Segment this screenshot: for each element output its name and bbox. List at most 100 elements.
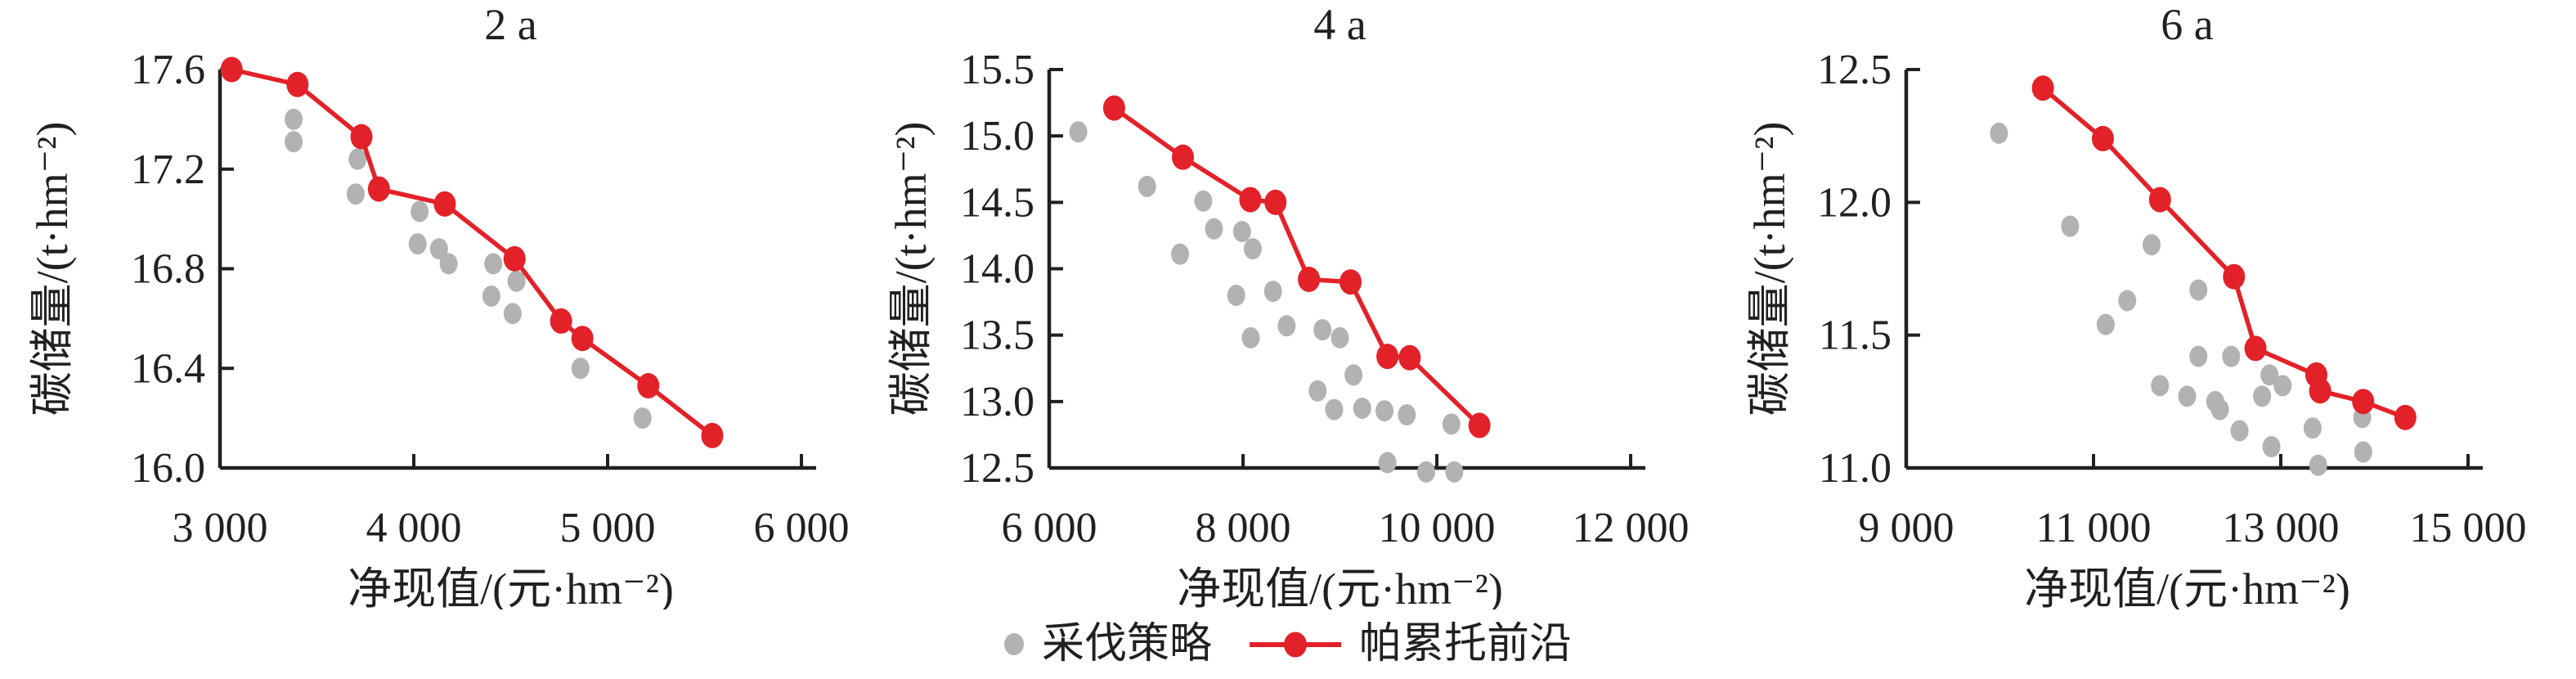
x-tick-label: 12 000 [1573,505,1690,551]
strategy-point [2189,279,2208,301]
strategy-point [1325,398,1344,420]
x-tick-label: 6 000 [754,505,850,551]
y-tick-label: 12.5 [1817,47,1892,93]
pareto-point [1102,95,1125,121]
pareto-point [1172,144,1195,170]
x-axis-label: 净现值/(元·hm⁻²) [2024,564,2350,609]
y-axis-label: 碳储量/(t·hm⁻²) [1745,122,1794,416]
x-tick-label: 13 000 [2223,505,2340,551]
strategy-point [1263,281,1282,303]
pareto-point [637,373,660,399]
strategy-point [1170,243,1189,265]
strategy-point [285,108,303,130]
strategy-point [348,148,367,170]
strategy-point [1241,326,1260,348]
y-tick-label: 11.0 [1819,445,1892,492]
strategy-point [1194,190,1213,212]
y-tick-label: 12.5 [960,445,1034,492]
strategy-point [503,303,522,325]
strategy-dot-icon [1003,633,1024,655]
strategy-point [439,253,458,275]
x-axis-label: 净现值/(元·hm⁻²) [1177,564,1503,609]
pareto-point [367,176,390,202]
strategy-point [1331,326,1349,348]
strategy-point [1205,218,1223,240]
pareto-point [1376,344,1399,370]
pareto-point [2148,187,2171,213]
x-tick-label: 11 000 [2035,505,2151,551]
chart-title: 2 a [484,0,537,49]
legend-item-pareto: 帕累托前沿 [1250,623,1572,666]
pareto-point [350,124,373,150]
strategy-point [1344,364,1363,386]
strategy-point [1313,319,1332,341]
y-axis-label: 碳储量/(t·hm⁻²) [886,122,936,416]
y-axis-label: 碳储量/(t·hm⁻²) [28,122,77,416]
pareto-legend-dot [1284,632,1307,657]
strategy-point [507,270,526,292]
y-tick-label: 14.0 [960,246,1034,293]
chart-title: 6 a [2161,0,2214,49]
chart-title: 4 a [1313,0,1367,49]
chart-panel-4a: 4 a 6 000 8 000 10 000 12 000 12.5 13.0 13.5 14.… [859,0,1717,609]
y-tick-label: 17.2 [131,146,205,193]
pareto-point [2352,389,2375,415]
y-tick-label: 11.5 [1819,313,1892,359]
y-tick-label: 16.8 [131,246,205,293]
pareto-point [220,56,243,83]
strategy-point [1232,221,1251,243]
strategy-point [1227,284,1245,306]
pareto-point [1468,412,1491,438]
strategy-point [1442,413,1461,435]
strategy-point [482,285,500,307]
y-tick-label: 15.5 [960,47,1034,93]
strategy-point [484,253,503,275]
strategy-point [1308,380,1327,402]
strategy-point [571,357,590,380]
strategy-point [2309,454,2327,476]
strategy-point [2222,345,2241,367]
pareto-point [2091,125,2114,151]
strategy-point [1069,121,1088,143]
strategy-point [1243,238,1262,260]
x-tick-label: 5 000 [560,505,656,551]
pareto-point [286,71,309,97]
y-tick-label: 13.5 [960,313,1034,359]
pareto-line-dot-icon [1250,632,1341,657]
pareto-line [231,67,714,438]
strategy-point [2118,290,2137,312]
x-tick-label: 6 000 [1002,505,1097,551]
pareto-point [2031,75,2054,101]
strategy-point [2096,313,2115,335]
y-tick-label: 13.0 [960,379,1034,425]
scatter-chart-2a: 2 a 3 000 4 000 5 000 6 000 16.0 16.4 16.8 17.2 1… [28,0,850,609]
strategy-point [408,233,427,255]
strategy-point [2178,385,2197,407]
strategy-point [2189,345,2208,367]
strategy-point [2151,375,2170,397]
strategy-point [2230,420,2249,442]
strategy-point [2142,234,2161,256]
strategy-point [429,238,448,260]
y-tick-label: 16.0 [131,445,205,492]
y-tick-label: 14.5 [960,179,1034,226]
pareto-line [1112,106,1482,428]
pareto-point [1340,269,1362,295]
y-tick-label: 17.6 [131,47,205,93]
x-axis-label: 净现值/(元·hm⁻²) [348,564,674,609]
strategy-point [2061,215,2080,237]
y-tick-label: 16.4 [131,345,205,392]
scatter-chart-4a: 4 a 6 000 8 000 10 000 12 000 12.5 13.0 13.5 14.… [886,0,1690,609]
pareto-point [571,326,594,352]
legend-strategy-label: 采伐策略 [1041,620,1212,668]
strategy-point [1277,315,1296,337]
pareto-point [2309,378,2331,404]
strategy-point [2262,436,2281,458]
strategy-point [2303,417,2322,439]
y-tick-label: 12.0 [1817,179,1892,226]
strategy-point [2354,441,2372,463]
strategy-point [1445,461,1464,483]
x-tick-label: 15 000 [2410,505,2527,551]
strategy-point [2273,375,2292,397]
strategy-point [1138,175,1156,197]
